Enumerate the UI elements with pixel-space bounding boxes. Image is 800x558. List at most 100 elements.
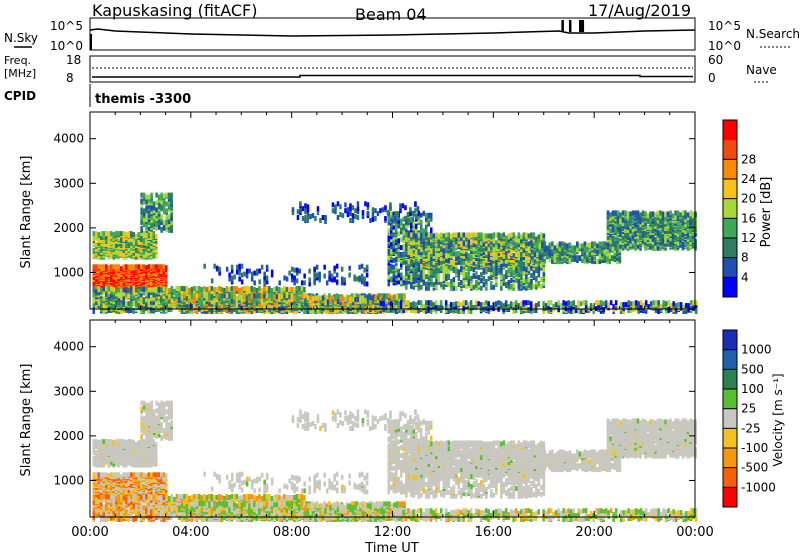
power-cell [393, 294, 396, 299]
power-cell [665, 301, 668, 306]
power-cell [128, 288, 131, 293]
power-cell [657, 309, 660, 314]
power-cell [138, 264, 141, 269]
power-cell [138, 255, 141, 260]
power-cell [211, 286, 214, 291]
power-cell [163, 286, 166, 291]
power-cell [478, 232, 481, 237]
power-cell [143, 264, 146, 269]
power-cell [251, 293, 254, 298]
power-cell [388, 217, 391, 222]
power-cell [395, 309, 398, 314]
power-cell [485, 300, 488, 305]
power-cell [291, 293, 294, 298]
power-cell [312, 309, 315, 314]
power-cell [133, 286, 136, 291]
power-cell [266, 286, 269, 291]
power-cell [420, 232, 423, 237]
power-cell [312, 296, 315, 301]
power-cell [98, 264, 101, 269]
power-cell [408, 232, 411, 237]
power-cell [158, 195, 161, 200]
power-cell [430, 300, 433, 305]
beam-title: Beam 04 [355, 5, 427, 24]
power-cell [145, 265, 148, 270]
nave-label: Nave [746, 63, 777, 77]
power-cell [627, 300, 630, 305]
power-cell [140, 226, 143, 231]
power-cell [253, 293, 256, 298]
power-cell [140, 199, 143, 204]
power-cell [605, 300, 608, 305]
power-cell [103, 296, 106, 301]
power-cell [447, 309, 450, 314]
power-cell [470, 300, 473, 305]
power-cell [400, 245, 403, 250]
power-cell [298, 286, 301, 291]
power-cell [281, 294, 284, 299]
power-cell [450, 233, 453, 238]
power-cell [125, 301, 128, 306]
power-cell [206, 294, 209, 299]
power-cell [369, 295, 372, 300]
power-cell [281, 288, 284, 293]
cpid-label: CPID [4, 89, 36, 103]
power-cell [188, 288, 191, 293]
freq-unit-label: [MHz] [4, 67, 36, 80]
power-cell [130, 231, 133, 236]
power-cell [120, 288, 123, 293]
power-cell [133, 232, 136, 237]
power-cell [228, 300, 231, 305]
power-cell [667, 300, 670, 305]
nsky-label: N.Sky [4, 31, 38, 45]
power-cell [307, 295, 310, 300]
power-cell [468, 239, 471, 244]
power-cell [655, 300, 658, 305]
power-cell [607, 302, 610, 307]
power-cell [483, 233, 486, 238]
power-cell [590, 303, 593, 308]
power-cell [145, 224, 148, 229]
power-cell [238, 293, 241, 298]
power-cell [150, 264, 153, 269]
station-title: Kapuskasing (fitACF) [92, 1, 257, 20]
power-cell [238, 288, 241, 293]
power-cell [216, 287, 219, 292]
power-cell [347, 296, 350, 301]
power-cell [160, 287, 163, 292]
power-cell [120, 266, 123, 271]
power-cell [428, 213, 431, 218]
power-cell [408, 247, 411, 252]
power-cell [512, 302, 515, 307]
power-cell [168, 193, 171, 198]
power-cell [440, 300, 443, 305]
power-cell [128, 264, 131, 269]
power-cell [211, 294, 214, 299]
power-cell [288, 294, 291, 299]
power-cell [567, 300, 570, 305]
power-cell [468, 232, 471, 237]
power-cell [155, 286, 158, 291]
power-cell [672, 301, 675, 306]
power-cell [418, 232, 421, 237]
power-cell [329, 297, 332, 302]
power-cell [301, 286, 304, 291]
power-cell [497, 300, 500, 305]
power-cell [163, 220, 166, 225]
power-cell [304, 298, 307, 303]
power-cell [595, 300, 598, 305]
power-cell [342, 296, 345, 301]
power-cell [163, 303, 166, 308]
power-cell [293, 295, 296, 300]
power-cell [148, 287, 151, 292]
power-cell [258, 286, 261, 291]
power-cell [432, 302, 435, 307]
power-cell [388, 249, 391, 254]
power-cell [258, 293, 261, 298]
power-cell [410, 259, 413, 264]
power-cell [403, 293, 406, 298]
power-cell [413, 233, 416, 238]
power-cell [110, 231, 113, 236]
power-cell [488, 233, 491, 238]
power-cell [150, 287, 153, 292]
